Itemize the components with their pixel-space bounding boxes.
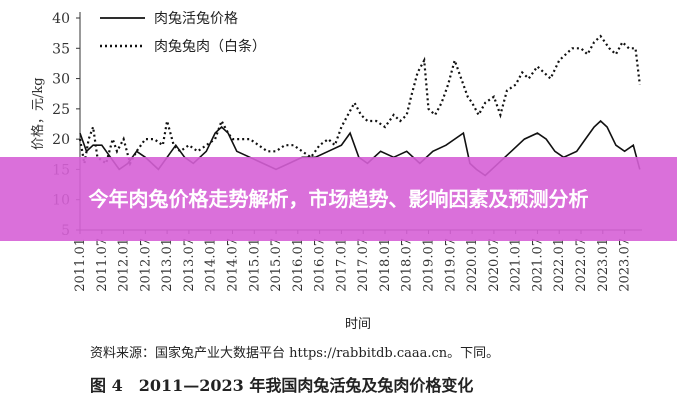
x-tick-label: 2013.07 <box>182 238 197 292</box>
x-tick-label: 2011.01 <box>73 238 88 292</box>
x-tick-label: 2021.01 <box>509 238 524 292</box>
x-tick-label: 2017.07 <box>356 238 371 292</box>
x-tick-label: 2011.07 <box>95 238 110 292</box>
x-tick-label: 2023.07 <box>618 238 633 292</box>
x-tick-label: 2022.07 <box>574 238 589 292</box>
banner-title[interactable]: 今年肉兔价格走势解析，市场趋势、影响因素及预测分析 <box>88 187 589 211</box>
y-axis-label: 价格，元/kg <box>30 77 46 150</box>
chart-axes: 510152025303540价格，元/kg2011.012011.072012… <box>30 11 642 292</box>
x-tick-label: 2021.07 <box>530 238 545 292</box>
x-tick-label: 2013.01 <box>160 238 175 292</box>
x-tick-label: 2020.01 <box>465 238 480 292</box>
x-tick-label: 2018.01 <box>378 238 393 292</box>
x-tick-label: 2019.01 <box>422 238 437 292</box>
x-tick-label: 2019.07 <box>443 238 458 292</box>
y-tick-label: 25 <box>52 102 70 118</box>
x-tick-label: 2017.01 <box>334 238 349 292</box>
x-tick-label: 2023.01 <box>596 238 611 292</box>
legend-label: 肉兔活兔价格 <box>154 11 238 27</box>
series-line-rabbit-meat <box>78 34 641 167</box>
y-tick-label: 40 <box>52 11 70 27</box>
x-tick-label: 2022.01 <box>552 238 567 292</box>
x-tick-label: 2020.07 <box>487 238 502 292</box>
legend-label: 肉兔兔肉（白条） <box>154 38 266 55</box>
x-tick-label: 2014.01 <box>204 238 219 292</box>
x-tick-label: 2014.07 <box>225 238 240 292</box>
title-banner[interactable]: 今年肉兔价格走势解析，市场趋势、影响因素及预测分析 <box>0 157 677 241</box>
figure-caption: 图 4 2011—2023 年我国肉兔活兔及兔肉价格变化 <box>90 376 474 395</box>
y-tick-label: 20 <box>52 132 70 148</box>
y-tick-label: 30 <box>52 72 70 88</box>
x-tick-label: 2012.01 <box>117 238 132 292</box>
x-tick-label: 2016.07 <box>313 238 328 292</box>
x-axis-label: 时间 <box>345 317 372 332</box>
x-tick-label: 2015.07 <box>269 238 284 292</box>
x-tick-label: 2012.07 <box>138 238 153 292</box>
x-tick-label: 2016.01 <box>291 238 306 292</box>
chart-series <box>78 34 641 177</box>
x-tick-label: 2018.07 <box>400 238 415 292</box>
source-note: 资料来源：国家兔产业大数据平台 https://rabbitdb.caaa.cn… <box>90 346 500 361</box>
y-tick-label: 35 <box>52 41 70 57</box>
x-tick-label: 2015.01 <box>247 238 262 292</box>
